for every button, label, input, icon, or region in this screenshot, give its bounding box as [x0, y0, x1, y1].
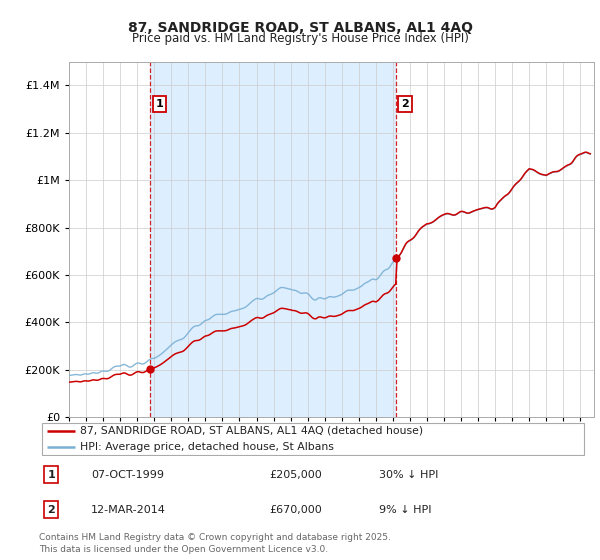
Text: 2: 2: [401, 99, 409, 109]
Text: 12-MAR-2014: 12-MAR-2014: [91, 505, 166, 515]
Text: 87, SANDRIDGE ROAD, ST ALBANS, AL1 4AQ (detached house): 87, SANDRIDGE ROAD, ST ALBANS, AL1 4AQ (…: [80, 426, 424, 436]
Text: 07-OCT-1999: 07-OCT-1999: [91, 470, 164, 479]
Text: 2: 2: [47, 505, 55, 515]
Text: £205,000: £205,000: [269, 470, 322, 479]
Text: 87, SANDRIDGE ROAD, ST ALBANS, AL1 4AQ: 87, SANDRIDGE ROAD, ST ALBANS, AL1 4AQ: [128, 21, 473, 35]
Text: Contains HM Land Registry data © Crown copyright and database right 2025.
This d: Contains HM Land Registry data © Crown c…: [39, 533, 391, 554]
FancyBboxPatch shape: [42, 423, 584, 455]
Text: HPI: Average price, detached house, St Albans: HPI: Average price, detached house, St A…: [80, 442, 334, 452]
Text: 1: 1: [47, 470, 55, 479]
Text: 1: 1: [155, 99, 163, 109]
Text: Price paid vs. HM Land Registry's House Price Index (HPI): Price paid vs. HM Land Registry's House …: [131, 32, 469, 45]
Text: 30% ↓ HPI: 30% ↓ HPI: [379, 470, 439, 479]
Text: 9% ↓ HPI: 9% ↓ HPI: [379, 505, 432, 515]
Bar: [151, 62, 396, 417]
Text: £670,000: £670,000: [269, 505, 322, 515]
